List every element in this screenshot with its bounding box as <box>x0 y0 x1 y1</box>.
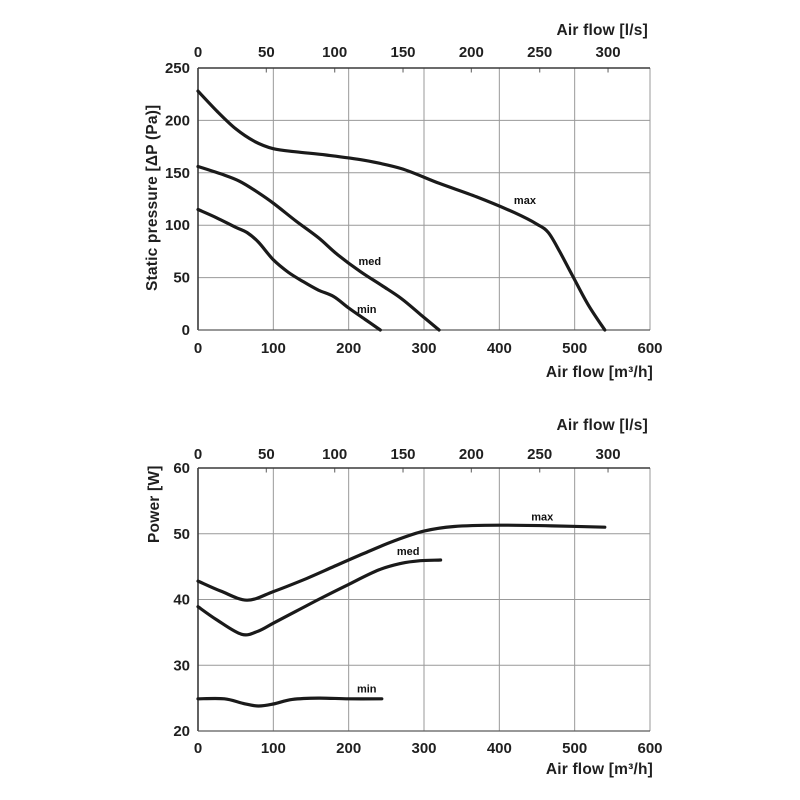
x-top-tick-label: 150 <box>391 44 416 61</box>
curve-label-med: med <box>358 256 381 268</box>
curve-min <box>196 207 382 332</box>
y-tick-label: 50 <box>173 526 190 543</box>
y-tick-label: 20 <box>173 723 190 740</box>
x-top-tick-label: 50 <box>258 446 275 463</box>
x-top-tick-label: 100 <box>322 44 347 61</box>
curve-max <box>196 89 607 332</box>
curve-med <box>196 558 443 637</box>
pressure-bottom-axis-title: Air flow [m³/h] <box>545 364 653 381</box>
y-tick-label: 60 <box>173 460 190 477</box>
y-tick-label: 100 <box>165 217 190 234</box>
curve-min <box>196 696 384 708</box>
y-tick-label: 200 <box>165 112 190 129</box>
x-top-tick-label: 150 <box>391 446 416 463</box>
pressure-y-axis-title: Static pressure [ΔP (Pa)] <box>144 104 161 291</box>
x-top-tick-label: 0 <box>194 446 202 463</box>
x-bottom-tick-label: 500 <box>562 740 587 757</box>
x-top-tick-label: 50 <box>258 44 275 61</box>
y-tick-label: 250 <box>165 60 190 77</box>
power-y-axis-title: Power [W] <box>146 465 163 543</box>
curve-max <box>196 523 607 602</box>
y-tick-label: 50 <box>173 270 190 287</box>
x-bottom-tick-label: 400 <box>487 740 512 757</box>
x-bottom-tick-label: 600 <box>637 340 662 357</box>
pressure-top-axis-title: Air flow [l/s] <box>556 22 648 39</box>
y-tick-label: 0 <box>182 322 190 339</box>
curve-label-max: max <box>531 512 554 524</box>
y-tick-label: 150 <box>165 165 190 182</box>
x-bottom-tick-label: 200 <box>336 340 361 357</box>
x-bottom-tick-label: 600 <box>637 740 662 757</box>
x-top-tick-label: 200 <box>459 446 484 463</box>
x-top-tick-label: 250 <box>527 446 552 463</box>
curve-label-med: med <box>397 546 420 558</box>
power-top-axis-title: Air flow [l/s] <box>556 417 648 434</box>
x-bottom-tick-label: 100 <box>261 340 286 357</box>
x-top-tick-label: 300 <box>596 44 621 61</box>
x-top-tick-label: 250 <box>527 44 552 61</box>
power-bottom-axis-title: Air flow [m³/h] <box>545 761 653 778</box>
x-bottom-tick-label: 400 <box>487 340 512 357</box>
x-bottom-tick-label: 0 <box>194 340 202 357</box>
x-top-tick-label: 0 <box>194 44 202 61</box>
curve-label-min: min <box>357 304 377 316</box>
x-bottom-tick-label: 100 <box>261 740 286 757</box>
x-bottom-tick-label: 200 <box>336 740 361 757</box>
curve-label-min: min <box>357 683 377 695</box>
x-top-tick-label: 100 <box>322 446 347 463</box>
power-chart: max med min 0 100 200 300 400 500 600 0 50 100 150 200… <box>173 446 662 757</box>
x-top-tick-label: 300 <box>596 446 621 463</box>
x-bottom-tick-label: 300 <box>411 740 436 757</box>
y-tick-label: 40 <box>173 592 190 609</box>
y-tick-label: 30 <box>173 657 190 674</box>
curve-label-max: max <box>514 195 537 207</box>
x-bottom-tick-label: 500 <box>562 340 587 357</box>
x-bottom-tick-label: 0 <box>194 740 202 757</box>
x-top-tick-label: 200 <box>459 44 484 61</box>
curve-med <box>196 164 441 332</box>
x-bottom-tick-label: 300 <box>411 340 436 357</box>
